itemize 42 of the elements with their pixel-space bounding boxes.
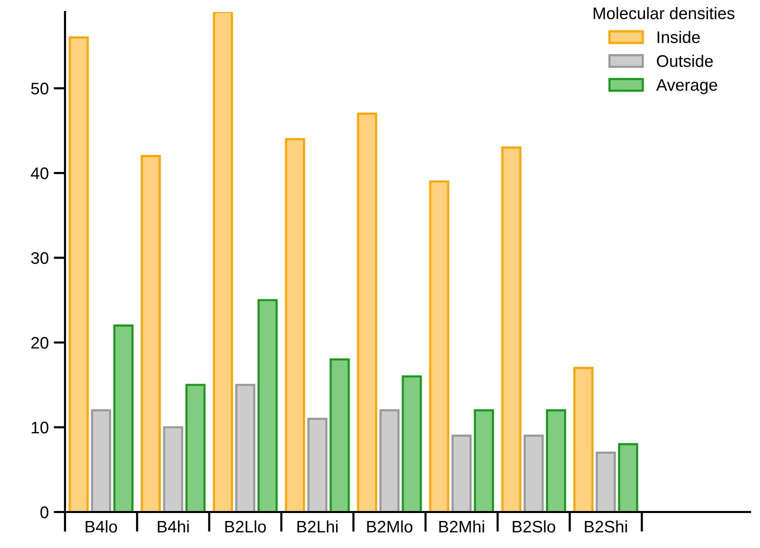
x-tick-label: B4lo [86,520,118,533]
x-tick-label: B2Mlo [367,520,412,533]
bar [474,409,494,512]
bar [573,366,594,512]
y-tick-label: 10 [32,422,48,434]
bar [235,384,256,512]
x-tick-label: B4hi [158,520,189,532]
bar [357,112,378,512]
legend-label: Average [656,79,718,94]
x-tick-label: B2Llo [225,520,266,533]
legend-title: Molecular densities [594,7,734,20]
bar [379,409,400,512]
bar [212,12,233,512]
bar [68,36,89,512]
y-tick-label: 20 [31,336,48,349]
bar [258,299,278,512]
bar [524,434,544,512]
x-tick-label: B2Shi [584,520,627,533]
bar [546,409,566,512]
bar [163,426,184,512]
bar [618,443,638,512]
y-tick-label: 50 [31,82,48,94]
bar [140,155,161,512]
bar [307,418,328,512]
x-tick-label: B2Lhi [297,520,338,532]
y-tick-label: 0 [40,506,48,518]
legend-label: Outside [656,54,713,67]
y-tick-label: 40 [30,167,48,180]
bar [90,409,112,512]
bar [113,324,134,512]
legend-label: Inside [658,30,700,44]
bar [284,138,306,512]
x-tick-label: B2Mhi [439,520,484,532]
bar [596,452,616,512]
bar [501,146,522,512]
x-tick-label: B2Slo [512,520,556,533]
bar [330,358,350,512]
y-tick-label: 30 [31,252,48,264]
bar [452,434,472,512]
bar [402,375,422,512]
bar [429,180,450,512]
bar [185,384,206,512]
